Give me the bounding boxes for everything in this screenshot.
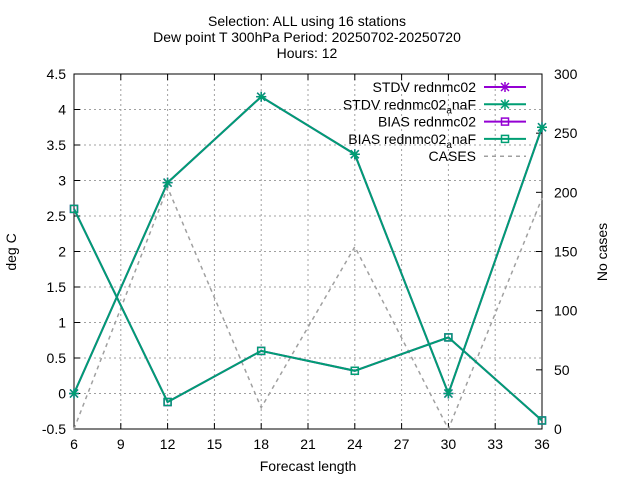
y2-tick-label: 50: [554, 362, 570, 378]
x-tick-label: 36: [534, 436, 550, 452]
y-tick-label: 0: [58, 386, 66, 402]
y-tick-label: 2: [58, 244, 66, 260]
legend-label: STDV rednmc02: [373, 79, 477, 95]
x-axis-label: Forecast length: [260, 458, 357, 474]
legend-label: CASES: [429, 148, 476, 164]
data-point: [69, 388, 79, 399]
grid-lines: [74, 74, 542, 429]
x-tick-label: 33: [487, 436, 503, 452]
data-point: [256, 346, 266, 356]
series-line: [73, 185, 543, 431]
series-layer: [69, 91, 547, 431]
data-point: [162, 177, 173, 188]
x-tick-label: 30: [441, 436, 457, 452]
data-point: [537, 416, 547, 425]
legend-marker: [500, 99, 510, 110]
y2-axis-label: No cases: [594, 223, 610, 281]
y-tick-label: -0.5: [42, 421, 66, 437]
legend-marker: [500, 82, 510, 92]
data-point: [537, 122, 547, 133]
series-line: [73, 95, 543, 397]
data-point: [349, 149, 360, 160]
y2-tick-label: 0: [554, 421, 562, 437]
y-tick-label: 2.5: [47, 208, 67, 224]
legend-entry: STDV rednmc02anaF: [343, 96, 526, 116]
series-4: [73, 185, 543, 431]
y-tick-label: 4.5: [47, 66, 67, 82]
y-axis-label: deg C: [3, 233, 19, 270]
y-tick-label: 0.5: [47, 350, 67, 366]
legend-marker: [500, 134, 510, 144]
y2-tick-label: 150: [554, 244, 578, 260]
x-tick-label: 24: [347, 436, 363, 452]
legend-label: BIAS rednmc02: [378, 114, 476, 130]
y2-tick-label: 300: [554, 66, 578, 82]
legend-marker: [500, 117, 510, 126]
series-line: [73, 208, 543, 422]
legend-entry: BIAS rednmc02: [378, 114, 526, 130]
legend-entry: STDV rednmc02: [373, 79, 526, 95]
y2-tick-label: 250: [554, 125, 578, 141]
y-tick-label: 4: [58, 102, 66, 118]
y-tick-label: 3.5: [47, 137, 67, 153]
legend-label: STDV rednmc02anaF: [343, 96, 476, 116]
y-tick-label: 1: [58, 315, 66, 331]
legend-entry: CASES: [429, 148, 526, 164]
data-point: [163, 397, 172, 407]
x-tick-label: 12: [160, 436, 176, 452]
x-tick-label: 18: [253, 436, 269, 452]
chart-title-line-3: Hours: 12: [277, 45, 338, 61]
x-tick-label: 6: [70, 436, 78, 452]
x-tick-label: 21: [300, 436, 316, 452]
legend-entry: BIAS rednmc02anaF: [348, 131, 526, 151]
x-tick-label: 27: [394, 436, 410, 452]
legend-label: BIAS rednmc02anaF: [348, 131, 476, 151]
data-point: [69, 204, 79, 214]
data-point: [444, 333, 453, 342]
chart-title-line-1: Selection: ALL using 16 stations: [208, 13, 406, 29]
y2-tick-label: 200: [554, 184, 578, 200]
chart-title-line-2: Dew point T 300hPa Period: 20250702-2025…: [153, 29, 461, 45]
y2-tick-label: 100: [554, 303, 578, 319]
axis-ticks: 6 9 12 15 18 21 24 27 30 33 36 -0.5 0 0.5 1 1.5 2 2.5 3 3.5…: [42, 66, 578, 452]
series-1: [69, 91, 547, 399]
data-point: [256, 91, 267, 102]
data-point: [443, 388, 454, 399]
y-tick-label: 3: [58, 173, 66, 189]
series-3: [69, 204, 547, 425]
y-tick-label: 1.5: [47, 279, 67, 295]
data-point: [350, 366, 360, 376]
x-tick-label: 9: [117, 436, 125, 452]
x-tick-label: 15: [207, 436, 223, 452]
